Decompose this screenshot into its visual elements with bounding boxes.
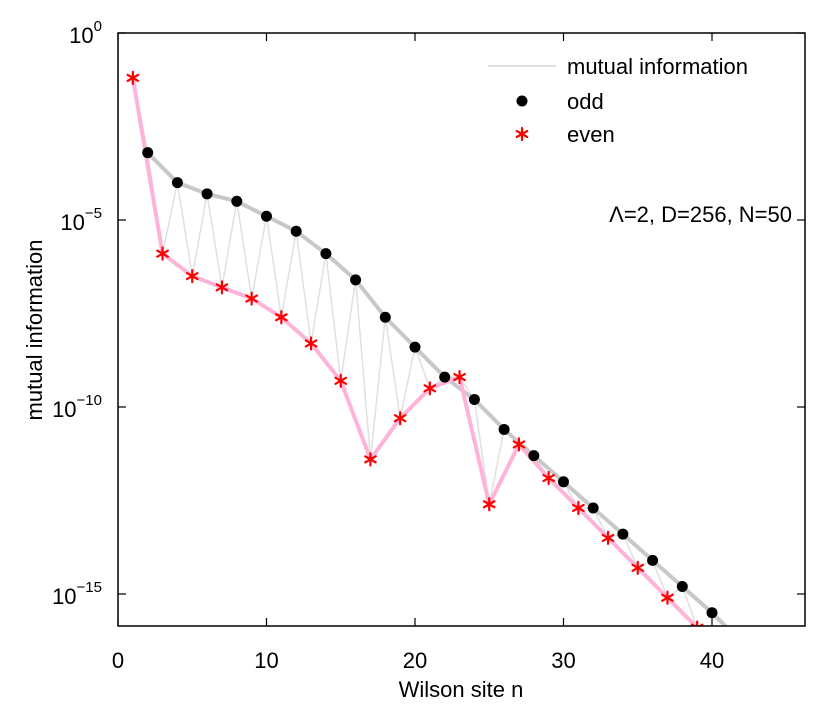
even-data-point	[512, 437, 526, 452]
even-data-point	[334, 373, 348, 388]
legend-dot-marker	[516, 95, 528, 107]
even-data-point	[572, 500, 585, 516]
even-data-point	[304, 336, 318, 351]
even-data-point	[661, 590, 674, 605]
even-data-point	[453, 369, 466, 385]
odd-data-point	[439, 371, 451, 383]
odd-data-point	[261, 210, 272, 222]
even-data-point	[185, 269, 199, 284]
odd-data-point	[468, 394, 480, 406]
odd-data-point	[528, 450, 540, 462]
legend-label-even: even	[567, 122, 615, 147]
even-data-point	[275, 310, 288, 325]
legend-label-odd: odd	[567, 89, 604, 114]
x-tick-label: 0	[112, 648, 124, 673]
legend-star-glyph	[515, 126, 529, 142]
even-data-point	[156, 246, 169, 261]
legend: mutual information odd even	[488, 54, 748, 147]
odd-data-point	[558, 476, 569, 488]
even-data-point	[423, 381, 437, 396]
odd-data-point	[171, 177, 183, 189]
even-data-point	[126, 70, 140, 85]
x-tick-label: 30	[551, 648, 575, 673]
y-tick-label: 100	[69, 18, 102, 48]
plot-lines	[130, 77, 729, 626]
axis-ticks: 0 10 20 30 40 100 10−5 10−10 10−15	[52, 18, 805, 673]
odd-data-point	[290, 225, 302, 237]
odd-data-point	[587, 502, 599, 514]
legend-star-marker	[515, 126, 529, 142]
x-axis-label: Wilson site n	[399, 677, 524, 702]
even-data-point	[364, 452, 377, 467]
odd-data-point	[498, 423, 510, 435]
odd-data-point	[647, 554, 659, 566]
x-tick-label: 20	[403, 648, 427, 673]
odd-data-point	[231, 195, 243, 207]
x-tick-label: 10	[254, 648, 278, 673]
even-data-point	[245, 291, 258, 306]
even-data-point	[601, 530, 615, 546]
even-data-point	[542, 470, 555, 486]
series-line-even	[130, 77, 699, 626]
odd-data-point	[201, 188, 213, 200]
odd-data-point	[676, 581, 688, 593]
y-axis-label: mutual information	[22, 240, 47, 421]
x-tick-label: 40	[700, 648, 724, 673]
odd-data-point	[379, 311, 391, 323]
odd-data-point	[409, 341, 421, 353]
y-tick-label: 10−5	[60, 205, 102, 235]
plot-markers	[126, 70, 777, 678]
series-line-odd	[146, 151, 729, 626]
odd-data-point	[736, 637, 747, 648]
parameter-annotation: Λ=2, D=256, N=50	[609, 202, 792, 227]
legend-label-mutual-information: mutual information	[567, 54, 748, 79]
axes-box	[117, 32, 806, 627]
odd-data-point	[320, 248, 332, 260]
y-tick-label: 10−15	[52, 579, 102, 609]
even-data-point	[482, 497, 496, 512]
y-tick-label: 10−10	[52, 392, 102, 422]
even-data-point	[215, 280, 229, 295]
odd-data-point	[350, 274, 362, 286]
odd-data-point	[142, 147, 154, 159]
odd-data-point	[706, 607, 718, 619]
even-data-point	[393, 411, 407, 426]
even-data-point	[631, 560, 645, 575]
odd-data-point	[617, 528, 629, 540]
odd-data-point	[766, 667, 777, 678]
